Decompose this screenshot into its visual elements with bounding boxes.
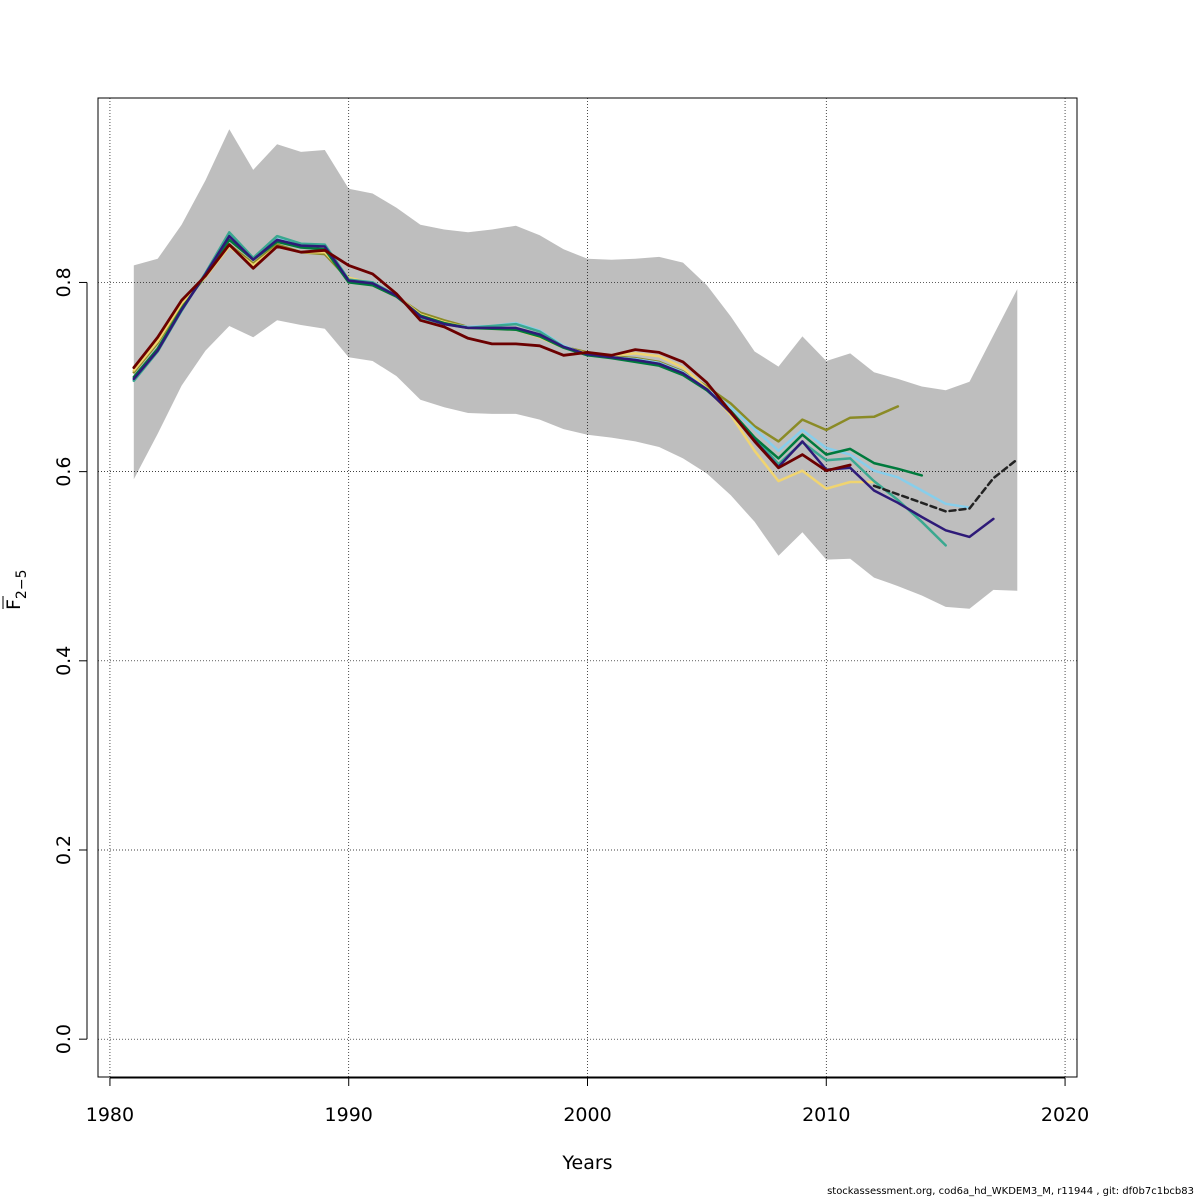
confidence-band-layer <box>133 129 1018 609</box>
x-axis-title: Years <box>561 1152 612 1174</box>
y-tick-label: 0.0 <box>53 1024 75 1054</box>
series-line-8 <box>872 458 1019 513</box>
y-axis: 0.0 0.2 0.4 0.6 0.8 <box>53 267 88 1054</box>
y-axis-title-subscript: 2−5 <box>14 570 30 600</box>
x-tick-label: 1990 <box>325 1104 373 1126</box>
series-line-4 <box>132 231 947 547</box>
x-tick-label: 1980 <box>86 1104 134 1126</box>
y-axis-title: F2−5 <box>2 570 30 610</box>
y-axis-title-main: F <box>3 599 25 610</box>
y-tick-label: 0.6 <box>53 457 75 487</box>
grid-layer <box>98 98 1077 1077</box>
series-line-7 <box>132 243 852 473</box>
series-line-6 <box>132 234 995 539</box>
x-tick-label: 2020 <box>1041 1104 1089 1126</box>
x-axis: 1980 1990 2000 2010 2020 <box>86 1077 1089 1126</box>
y-tick-label: 0.4 <box>53 646 75 676</box>
plot-frame <box>97 97 1078 1078</box>
x-tick-label: 2010 <box>802 1104 850 1126</box>
y-axis-title-text: F2−5 <box>3 570 30 610</box>
footer-credit: stockassessment.org, cod6a_hd_WKDEM3_M, … <box>827 1186 1194 1197</box>
y-tick-label: 0.2 <box>53 835 75 865</box>
series-layer <box>132 231 1019 547</box>
confidence-band <box>133 129 1018 609</box>
y-tick-label: 0.8 <box>53 267 75 297</box>
x-tick-label: 2000 <box>563 1104 611 1126</box>
